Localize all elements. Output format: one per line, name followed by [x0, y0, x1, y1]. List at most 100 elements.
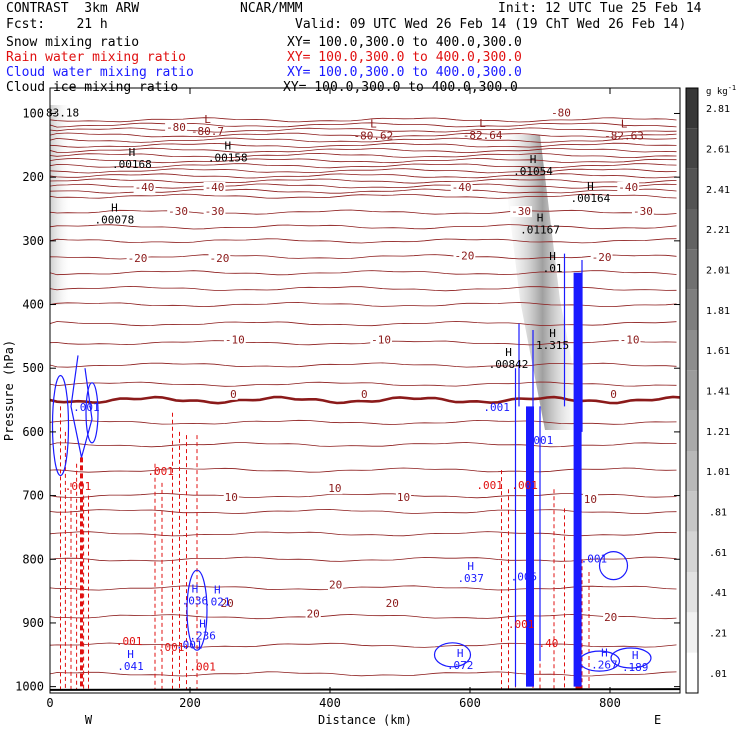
isotherm-label-bg — [165, 122, 187, 134]
isotherm-label: -30 — [205, 205, 225, 218]
isotherm-label: 10 — [397, 491, 410, 504]
extremum-value: -82.64 — [463, 129, 503, 142]
temperature-contours — [50, 117, 680, 677]
y-axis: 1002003004005006007008009001000Pressure … — [2, 106, 680, 694]
x-tick-label: 0 — [46, 696, 53, 710]
cloud-water-contour — [51, 374, 70, 477]
isotherm-line — [50, 168, 677, 174]
isotherm-line — [50, 178, 677, 184]
isotherm-line — [50, 163, 677, 169]
isotherm-line — [50, 442, 677, 448]
isotherm-line — [50, 152, 677, 159]
colorbar-box — [686, 370, 698, 411]
isotherm-line — [50, 173, 677, 179]
contour-value-label: .001 — [176, 638, 203, 651]
x-axis-label: Distance (km) — [318, 713, 412, 727]
isotherm-line — [50, 301, 677, 308]
colorbar-level: .61 — [709, 548, 727, 559]
extremum-value: .236 — [189, 629, 216, 642]
isotherm-label-bg — [203, 181, 226, 193]
isotherm-label: -30 — [168, 205, 188, 218]
colorbar-box — [686, 168, 698, 209]
colorbar-box — [686, 612, 698, 653]
cloud-water-contour — [578, 650, 621, 672]
cloud-water-contours — [51, 253, 652, 687]
isotherm-line — [50, 270, 677, 276]
isotherm-label: -20 — [592, 251, 612, 264]
isotherm-line — [50, 492, 677, 499]
isotherm-line — [50, 254, 677, 260]
isotherm-label-bg — [617, 181, 640, 193]
isotherm-line — [50, 193, 677, 199]
isotherm-label-bg — [384, 597, 400, 609]
extremum-l-marker: L — [370, 117, 377, 130]
colorbar-box — [686, 451, 698, 492]
isotherm-label: 10 — [328, 482, 341, 495]
colorbar-box — [686, 410, 698, 451]
isotherm-label: 10 — [584, 493, 597, 506]
contour-value-label: .005 — [511, 570, 538, 583]
colorbar-level: .21 — [709, 629, 727, 640]
isotherm-label: -40 — [205, 181, 225, 194]
isotherm-label: -80 — [166, 121, 186, 134]
colorbar-level: 1.41 — [706, 387, 730, 398]
extremum-value: .036 — [182, 594, 209, 607]
contour-value-label: .001 — [116, 635, 143, 648]
extremum-h-marker: H — [587, 180, 594, 193]
isotherm-label: -40 — [135, 181, 155, 194]
contour-value-label: .001 — [581, 552, 608, 565]
y-tick-label: 400 — [22, 298, 44, 312]
isotherm-label: 0 — [361, 388, 368, 401]
cloud-water-contour — [610, 647, 652, 669]
field-snow-name: Snow mixing ratio — [6, 35, 140, 50]
extremum-h-marker: H — [601, 647, 608, 660]
cloud-water-contour — [433, 642, 472, 668]
isotherm-label: -80 — [551, 106, 571, 119]
colorbar-level: 2.81 — [706, 104, 730, 115]
contour-value-label: .001 — [189, 661, 216, 674]
init-time: Init: 12 UTC Tue 25 Feb 14 — [498, 1, 702, 16]
extremum-value: .01054 — [513, 165, 553, 178]
cloud-water-contour — [70, 355, 93, 458]
isotherm-line — [50, 209, 677, 215]
isotherm-label: 20 — [329, 578, 342, 591]
extremum-value: .072 — [447, 659, 474, 672]
ground-surface — [49, 688, 681, 691]
extremum-h-marker: H — [224, 140, 231, 153]
x-tick-label: 200 — [179, 696, 201, 710]
isotherm-line — [50, 137, 677, 143]
isotherm-label-bg — [370, 334, 392, 346]
isotherm-label: 20 — [604, 611, 617, 624]
y-tick-label: 300 — [22, 234, 44, 248]
isotherm-label-bg — [603, 611, 619, 623]
isotherm-label: -20 — [454, 250, 474, 263]
isotherm-label-bg — [632, 206, 654, 218]
cloud-water-contour — [598, 551, 629, 581]
cloud-water-core — [526, 406, 534, 687]
y-tick-label: 500 — [22, 361, 44, 375]
isotherm-label: -30 — [511, 205, 531, 218]
isotherm-label-bg — [167, 206, 189, 218]
field-snow-xy: XY= 100.0,300.0 to 400.0,300.0 — [287, 35, 522, 50]
contour-labels: -80 -80 -40 -40 -40 -40 -30 -30 -30 -30 -20 -20 -20 -… — [46, 106, 654, 674]
colorbar-level: 1.01 — [706, 467, 730, 478]
colorbar-border — [685, 87, 699, 694]
cloud-water-contour — [85, 382, 99, 444]
contour-value-label: .001 — [73, 401, 100, 414]
x-tick-label: 800 — [599, 696, 621, 710]
isotherm-label-bg — [450, 181, 473, 193]
y-axis-label: Pressure (hPa) — [2, 340, 16, 441]
isotherm-label-bg — [223, 334, 246, 346]
isotherm-line — [50, 508, 677, 514]
isotherm-line — [50, 642, 677, 648]
contour-value-label: .001 — [65, 480, 92, 493]
y-tick-label: 1000 — [15, 680, 44, 694]
colorbar-level: 2.01 — [706, 266, 730, 277]
colorbar-unit-exponent: -1 — [728, 84, 736, 92]
contour-value-label: .001 — [476, 479, 503, 492]
extremum-h-marker: H — [214, 584, 221, 597]
extremum-h-marker: H — [530, 153, 537, 166]
y-tick-label: 600 — [22, 425, 44, 439]
isotherm-line — [50, 381, 677, 387]
